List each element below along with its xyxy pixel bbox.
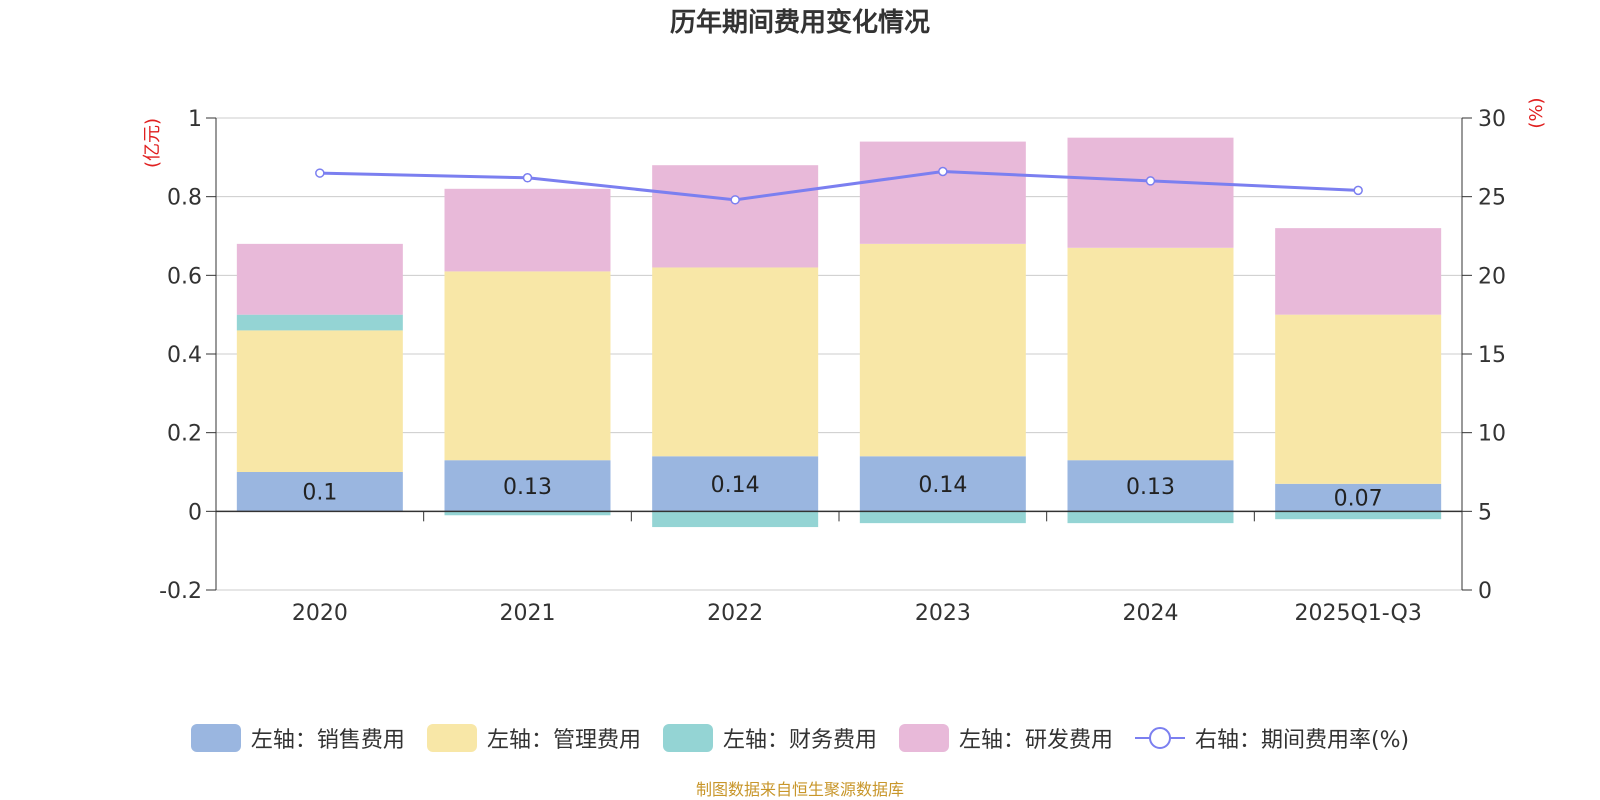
legend-item-expense-rate[interactable]: 右轴：期间费用率(%) [1134, 722, 1410, 754]
left-axis-tick-label: 0.8 [167, 186, 202, 211]
x-axis-tick-label: 2022 [707, 601, 763, 626]
left-axis-tick-label: 0.6 [167, 264, 202, 289]
bar-segment-2024-3 [1067, 137, 1234, 248]
bar-segment-2023-0 [859, 456, 1026, 512]
left-axis-tick-label: 0 [188, 500, 202, 525]
legend-swatch-expense-rate [1134, 727, 1185, 749]
legend-label-admin: 左轴：管理费用 [486, 728, 641, 753]
bar-data-label: 0.13 [1126, 475, 1175, 500]
data-source-note: 制图数据来自恒生聚源数据库 [695, 780, 904, 799]
legend-item-finance[interactable]: 左轴：财务费用 [662, 722, 877, 754]
bar-segment-2023-3 [859, 141, 1026, 244]
chart-canvas: -0.200.20.40.60.81051015202530(亿元)(%)0.1… [142, 97, 1547, 626]
legend-swatch-sales [190, 724, 241, 752]
bar-segment-2021-0 [444, 460, 611, 512]
bar-segment-2021-1 [444, 271, 611, 461]
right-axis-tick-label: 0 [1478, 579, 1492, 604]
expense-rate-point-2024 [1145, 176, 1156, 186]
bar-segment-2022-2 [652, 511, 819, 528]
bar-segment-2025Q1-Q3-2 [1275, 511, 1442, 520]
bar-segment-2024-1 [1067, 247, 1234, 461]
bar-segment-2022-0 [652, 456, 819, 512]
legend-item-sales[interactable]: 左轴：销售费用 [190, 722, 405, 754]
legend-label-expense-rate: 右轴：期间费用率(%) [1194, 728, 1410, 753]
expense-rate-point-2023 [938, 166, 948, 177]
bar-segment-2021-3 [444, 188, 611, 272]
right-axis-tick-label: 10 [1478, 422, 1506, 447]
bar-segment-2022-1 [652, 267, 819, 457]
x-axis-tick-label: 2025Q1-Q3 [1294, 601, 1421, 626]
bar-segment-2023-1 [859, 243, 1026, 457]
x-axis-tick-label: 2021 [500, 601, 556, 626]
left-axis-tick-label: -0.2 [159, 579, 202, 604]
expense-rate-line [319, 169, 1359, 202]
legend-label-sales: 左轴：销售费用 [250, 728, 405, 753]
legend-swatch-finance [662, 724, 713, 752]
bar-segment-2020-1 [236, 330, 403, 472]
right-axis-tick-label: 5 [1478, 500, 1492, 525]
chart-title: 历年期间费用变化情况 [669, 8, 930, 38]
bar-segment-2025Q1-Q3-1 [1275, 314, 1442, 484]
left-axis-tick-label: 0.4 [167, 343, 202, 368]
legend-swatch-rnd [898, 724, 949, 752]
chart-legend: 左轴：销售费用 左轴：管理费用 左轴：财务费用 左轴：研发费用 右轴：期间费用率… [0, 722, 1600, 754]
legend-item-admin[interactable]: 左轴：管理费用 [426, 722, 641, 754]
bar-data-label: 0.14 [711, 473, 760, 498]
expense-rate-point-2021 [522, 173, 533, 183]
x-axis-tick-label: 2023 [915, 601, 971, 626]
bar-segment-2025Q1-Q3-3 [1275, 228, 1442, 315]
legend-label-finance: 左轴：财务费用 [722, 728, 877, 753]
left-axis-tick-label: 1 [188, 107, 202, 132]
bar-data-label: 0.07 [1334, 487, 1383, 512]
bar-data-label: 0.14 [918, 473, 967, 498]
legend-label-rnd: 左轴：研发费用 [958, 728, 1113, 753]
left-axis-unit-label: (亿元) [142, 118, 163, 168]
right-axis-tick-label: 25 [1478, 186, 1506, 211]
bar-segment-2024-2 [1067, 511, 1234, 524]
bar-data-label: 0.1 [302, 481, 337, 506]
bar-segment-2020-2 [236, 314, 403, 331]
expense-rate-point-2025Q1-Q3 [1353, 185, 1363, 196]
bar-segment-2023-2 [859, 511, 1026, 524]
bar-segment-2024-0 [1067, 460, 1234, 512]
expense-rate-point-2020 [315, 168, 325, 178]
legend-item-rnd[interactable]: 左轴：研发费用 [898, 722, 1113, 754]
expense-rate-point-2022 [730, 195, 740, 205]
x-axis-tick-label: 2020 [292, 601, 348, 626]
left-axis-tick-label: 0.2 [167, 422, 202, 447]
bar-segment-2022-3 [652, 165, 819, 268]
bar-segment-2025Q1-Q3-0 [1275, 483, 1442, 512]
right-axis-unit-label: (%) [1526, 97, 1547, 128]
bar-segment-2020-3 [236, 243, 403, 315]
x-axis-tick-label: 2024 [1123, 601, 1179, 626]
right-axis-tick-label: 20 [1478, 264, 1506, 289]
legend-swatch-admin [426, 724, 477, 752]
right-axis-tick-label: 30 [1478, 107, 1506, 132]
bar-data-label: 0.13 [503, 475, 552, 500]
right-axis-tick-label: 15 [1478, 343, 1506, 368]
bar-segment-2021-2 [444, 511, 611, 516]
bar-segment-2020-0 [236, 472, 403, 512]
